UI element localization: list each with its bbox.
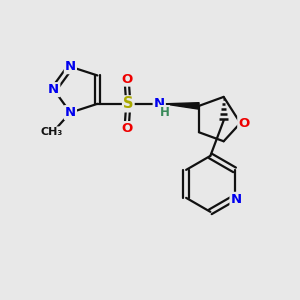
Text: S: S <box>123 96 134 111</box>
Text: N: N <box>48 83 59 96</box>
Text: N: N <box>154 97 165 110</box>
Text: N: N <box>65 60 76 73</box>
Text: N: N <box>230 193 242 206</box>
Text: N: N <box>65 106 76 119</box>
Text: CH₃: CH₃ <box>41 127 63 137</box>
Text: O: O <box>121 122 133 135</box>
Text: H: H <box>160 106 170 118</box>
Text: O: O <box>121 73 133 85</box>
Text: O: O <box>238 117 250 130</box>
Polygon shape <box>164 103 199 109</box>
